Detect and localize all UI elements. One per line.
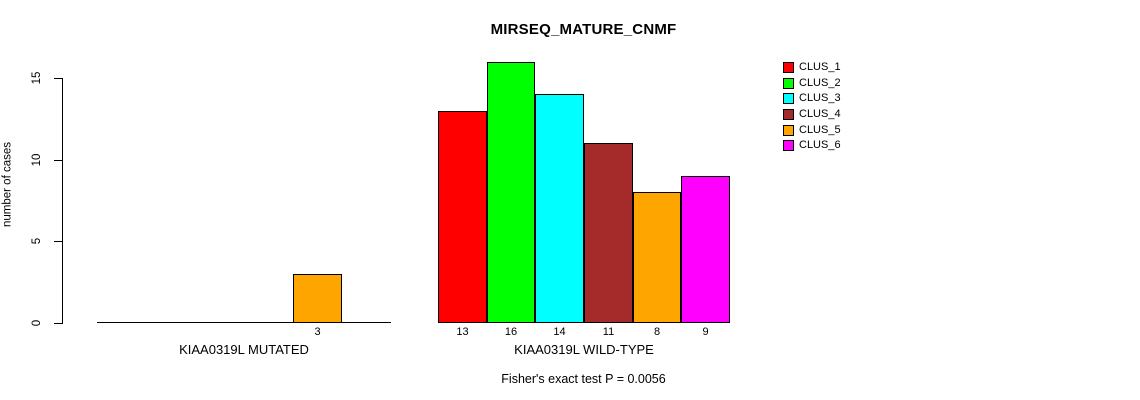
- legend-label: CLUS_4: [799, 108, 841, 121]
- legend-item-clus_6: CLUS_6: [783, 139, 841, 152]
- bar-value-label: 9: [702, 326, 709, 338]
- bar-clus_1: [438, 111, 487, 323]
- bar-clus_2-zero: [146, 322, 195, 323]
- legend-swatch-icon: [783, 124, 794, 136]
- legend-swatch-icon: [783, 93, 794, 105]
- bar-value-label: 14: [553, 326, 566, 338]
- y-axis-tick: [54, 323, 62, 324]
- legend-swatch-icon: [783, 109, 794, 121]
- bar-clus_4: [584, 143, 633, 323]
- bar-value-label: 3: [314, 326, 321, 338]
- y-axis-tick-label: 0: [31, 319, 43, 327]
- legend-item-clus_3: CLUS_3: [783, 92, 841, 105]
- legend-swatch-icon: [783, 62, 794, 73]
- bar-value-label: 11: [602, 326, 615, 338]
- y-axis-tick: [54, 78, 62, 79]
- group-label: KIAA0319L MUTATED: [179, 342, 309, 357]
- bar-value-label: 16: [504, 326, 518, 338]
- bar-value-label: 13: [456, 326, 469, 338]
- y-axis-tick-label: 5: [31, 237, 43, 245]
- legend-label: CLUS_2: [799, 76, 841, 89]
- y-axis-tick: [54, 160, 62, 161]
- bar-clus_6-zero: [342, 322, 391, 323]
- bar-clus_5: [633, 192, 681, 323]
- legend-label: CLUS_3: [799, 92, 841, 105]
- bar-clus_2: [487, 62, 535, 323]
- legend-swatch-icon: [783, 77, 794, 89]
- legend-label: CLUS_6: [799, 139, 841, 152]
- bar-clus_5: [293, 274, 342, 323]
- bar-clus_3: [535, 94, 584, 323]
- legend-item-clus_5: CLUS_5: [783, 123, 841, 136]
- legend-item-clus_1: CLUS_1: [783, 62, 841, 73]
- y-axis-label: number of cases: [1, 142, 14, 228]
- fisher-test-annotation: Fisher's exact test P = 0.0056: [501, 372, 666, 386]
- legend-item-clus_2: CLUS_2: [783, 76, 841, 89]
- bar-clus_1-zero: [97, 322, 146, 323]
- legend-item-clus_4: CLUS_4: [783, 108, 841, 121]
- bar-clus_6: [681, 176, 730, 323]
- group-label: KIAA0319L WILD-TYPE: [514, 342, 654, 357]
- legend-label: CLUS_5: [799, 123, 841, 136]
- y-axis-line: [62, 78, 63, 324]
- legend-swatch-icon: [783, 140, 794, 152]
- bar-clus_4-zero: [244, 322, 293, 323]
- bar-clus_3-zero: [195, 322, 244, 323]
- y-axis-tick-label: 10: [31, 153, 43, 167]
- bar-value-label: 8: [653, 326, 661, 338]
- legend: CLUS_1 CLUS_2 CLUS_3 CLUS_4 CLUS_5 CLUS_6: [783, 62, 841, 156]
- y-axis-tick-label: 15: [31, 71, 43, 85]
- legend-label: CLUS_1: [799, 61, 841, 73]
- y-axis-tick: [54, 241, 62, 242]
- chart-title: MIRSEQ_MATURE_CNMF: [490, 21, 677, 38]
